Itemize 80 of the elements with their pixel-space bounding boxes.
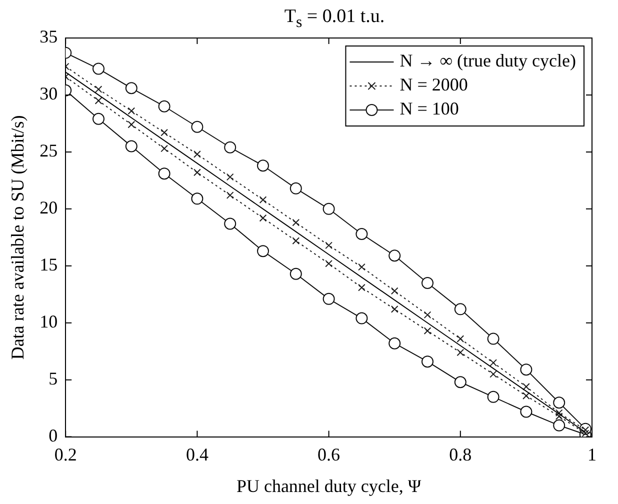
point — [388, 250, 401, 262]
point — [292, 218, 300, 226]
point — [224, 141, 236, 154]
point — [390, 306, 398, 313]
legend-label: N = 100 — [400, 98, 459, 119]
y-tick-label: 0 — [48, 426, 58, 446]
point — [194, 150, 201, 158]
point — [490, 370, 497, 378]
y-tick-label: 20 — [40, 198, 58, 218]
point — [424, 311, 432, 319]
point — [191, 192, 204, 205]
point — [224, 218, 236, 230]
point — [191, 120, 204, 133]
point — [292, 237, 300, 244]
point — [456, 335, 464, 342]
point — [322, 292, 335, 305]
point — [259, 214, 267, 222]
y-tick-label: 15 — [40, 254, 58, 275]
point — [520, 364, 532, 376]
point — [158, 100, 170, 112]
point — [456, 348, 464, 356]
x-tick-label: 0.6 — [318, 444, 340, 464]
y-tick-label: 25 — [40, 140, 58, 161]
point — [125, 82, 138, 94]
chart-title: T$_{s}$ = 0.01 t.u. — [283, 6, 386, 31]
point — [92, 62, 104, 75]
point — [358, 263, 366, 271]
y-tick-label: 5 — [48, 368, 58, 389]
point — [454, 303, 466, 316]
point — [522, 382, 530, 390]
point — [454, 376, 466, 388]
point — [555, 409, 563, 417]
point — [290, 268, 302, 280]
point — [128, 107, 136, 115]
point — [582, 430, 590, 437]
y-tick-label: 30 — [40, 84, 58, 104]
point — [555, 412, 563, 420]
x-axis-title: PU channel duty cycle, Ψ — [236, 476, 422, 496]
point — [257, 245, 269, 258]
y-tick-label: 35 — [40, 26, 58, 47]
point — [422, 356, 434, 368]
x-tick-label: 1 — [588, 444, 596, 464]
point — [94, 96, 102, 104]
point — [158, 168, 170, 180]
point — [522, 392, 530, 400]
point — [160, 144, 168, 152]
x-tick-label: 0.8 — [449, 444, 472, 464]
point — [160, 128, 168, 136]
point — [424, 327, 432, 335]
point — [259, 196, 267, 204]
point — [356, 228, 368, 240]
y-axis-title: Data rate available to SU (Mbit/s) — [8, 115, 28, 360]
point — [490, 359, 497, 366]
point — [422, 276, 434, 289]
point — [553, 396, 566, 409]
x-tick-label: 0.4 — [186, 444, 208, 464]
legend-label: N → ∞ (true duty cycle) — [400, 50, 576, 71]
point — [553, 419, 566, 432]
legend-label: N = 2000 — [400, 74, 468, 95]
x-tick-label: 0.2 — [54, 444, 77, 464]
point — [257, 160, 269, 172]
point — [487, 390, 500, 403]
point — [125, 140, 138, 152]
point — [325, 260, 332, 268]
point — [520, 406, 532, 418]
point — [322, 202, 335, 215]
point — [390, 287, 398, 295]
point — [356, 312, 368, 324]
point — [388, 337, 401, 350]
point — [92, 112, 104, 125]
y-tick-label: 10 — [40, 312, 58, 332]
point — [358, 284, 366, 292]
point — [325, 242, 332, 250]
point — [290, 182, 302, 194]
point — [226, 192, 234, 199]
point — [226, 173, 234, 181]
point — [128, 120, 136, 128]
point — [94, 86, 102, 93]
point — [194, 168, 201, 176]
point — [487, 332, 500, 345]
